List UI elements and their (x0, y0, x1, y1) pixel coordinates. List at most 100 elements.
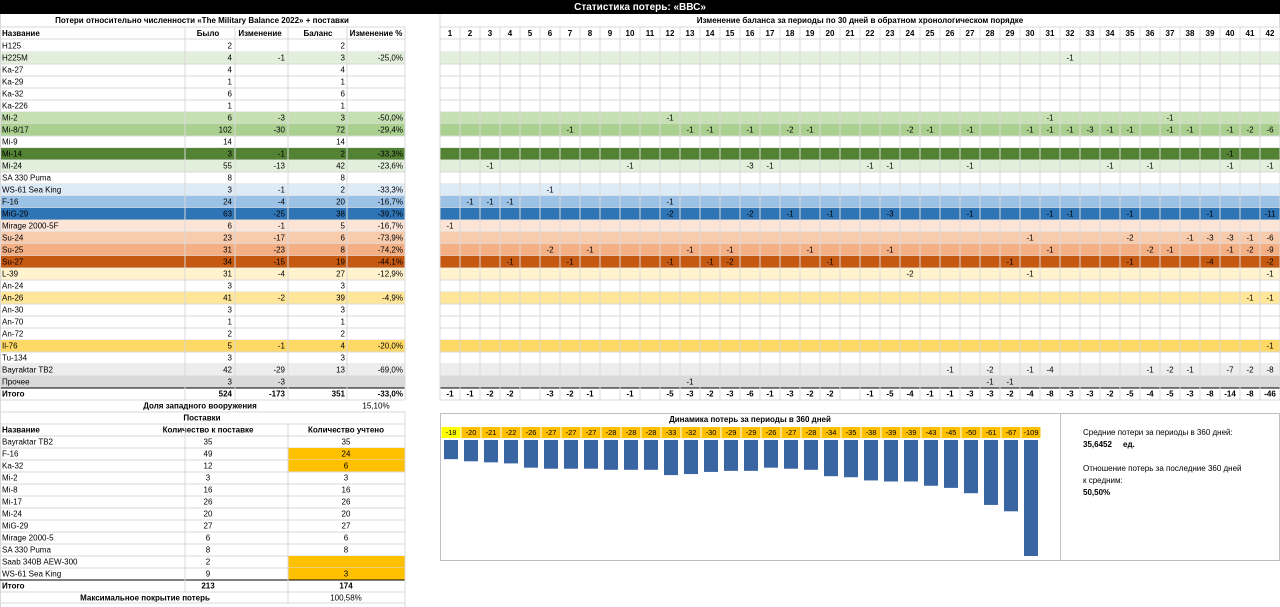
period-cell: -1 (946, 366, 954, 375)
period-cell: -1 (1006, 258, 1014, 267)
summary-value: 50,50% (1083, 488, 1110, 497)
bar-label: -32 (686, 428, 697, 437)
cell: 14 (336, 138, 345, 147)
cell: 16 (204, 486, 213, 495)
cell: 3 (344, 570, 349, 579)
bar (924, 440, 938, 486)
cell: 3 (228, 378, 233, 387)
row-fill (0, 364, 405, 376)
period-total: -5 (666, 390, 674, 399)
period-cell: -1 (506, 198, 514, 207)
period-cell: -1 (1046, 210, 1054, 219)
cell: 24 (223, 198, 232, 207)
period-cell: -1 (1046, 114, 1054, 123)
period-cell: -2 (1266, 258, 1274, 267)
period-total: -2 (1106, 390, 1114, 399)
cell: -2 (278, 294, 286, 303)
period-cell: -1 (626, 162, 634, 171)
cell: 4 (341, 342, 346, 351)
cell: 6 (228, 90, 233, 99)
period-header: 31 (1046, 29, 1055, 38)
cell: 8 (344, 546, 349, 555)
cell: 6 (228, 114, 233, 123)
period-cell: -1 (1126, 210, 1134, 219)
cell: 3 (206, 474, 211, 483)
period-total: -5 (1166, 390, 1174, 399)
highlight-cell (288, 568, 405, 580)
row-fill (0, 340, 405, 352)
period-header: 39 (1206, 29, 1215, 38)
period-cell: -1 (1066, 126, 1074, 135)
bar (524, 440, 538, 468)
period-header: 37 (1166, 29, 1175, 38)
period-cell: -1 (1066, 54, 1074, 63)
cell: -50,0% (378, 114, 403, 123)
row-name: SA 330 Puma (2, 174, 51, 183)
title-bar (0, 0, 1280, 14)
period-total: -1 (446, 390, 454, 399)
bar-label: -20 (466, 428, 477, 437)
bar-label: -34 (826, 428, 837, 437)
period-header: 29 (1006, 29, 1015, 38)
cell: 6 (344, 462, 349, 471)
label-cell (481, 427, 501, 438)
period-cell: -4 (1046, 366, 1054, 375)
period-total: -6 (746, 390, 754, 399)
period-total: -3 (686, 390, 694, 399)
cell: -4 (278, 270, 286, 279)
period-cell: -1 (966, 126, 974, 135)
period-cell: -1 (666, 258, 674, 267)
cell: 34 (223, 258, 232, 267)
cell: -3 (278, 378, 286, 387)
period-cell: -1 (1266, 342, 1274, 351)
cell: -33,3% (378, 150, 403, 159)
cell: 14 (223, 138, 232, 147)
period-total: -1 (586, 390, 594, 399)
period-cell: -1 (1226, 126, 1234, 135)
period-cell: -1 (1026, 126, 1034, 135)
period-cell: -2 (1146, 246, 1154, 255)
period-total: -46 (1264, 390, 1276, 399)
label-cell (781, 427, 801, 438)
period-cell: -1 (686, 378, 694, 387)
bar (784, 440, 798, 469)
cell: 27 (204, 522, 213, 531)
cell: 27 (336, 270, 345, 279)
cell: -15 (273, 258, 285, 267)
cell: -1 (278, 186, 286, 195)
period-cell: -1 (506, 258, 514, 267)
row-name: An-70 (2, 318, 24, 327)
deliveries-title: Поставки (183, 414, 220, 423)
period-header: 28 (986, 29, 995, 38)
period-cell: -1 (1166, 246, 1174, 255)
period-cell: -1 (1226, 162, 1234, 171)
row-name: Прочее (2, 378, 30, 387)
period-header: 11 (646, 29, 655, 38)
period-cell: -1 (666, 198, 674, 207)
period-cell: -2 (746, 210, 754, 219)
row-name: Mirage 2000-5F (2, 222, 59, 231)
period-total: -8 (1206, 390, 1214, 399)
cell: 3 (341, 306, 346, 315)
period-total: -3 (546, 390, 554, 399)
period-total: -2 (806, 390, 814, 399)
bar-label: -18 (446, 428, 457, 437)
period-header: 41 (1246, 29, 1255, 38)
period-cell: -6 (1266, 126, 1274, 135)
bar (644, 440, 658, 470)
period-header: 10 (626, 29, 635, 38)
period-cell: -2 (666, 210, 674, 219)
total-cell: 351 (332, 390, 346, 399)
label-cell (881, 427, 901, 438)
period-cell: -9 (1266, 246, 1274, 255)
row-name: An-24 (2, 282, 24, 291)
period-total: -1 (466, 390, 474, 399)
cell: 26 (204, 498, 213, 507)
cell: -4,9% (382, 294, 403, 303)
period-cell: -2 (906, 270, 914, 279)
row-fill (0, 160, 405, 172)
period-header: 3 (488, 29, 493, 38)
period-cell: -1 (1246, 234, 1254, 243)
period-cell: -1 (1126, 126, 1134, 135)
period-cell: -1 (826, 210, 834, 219)
